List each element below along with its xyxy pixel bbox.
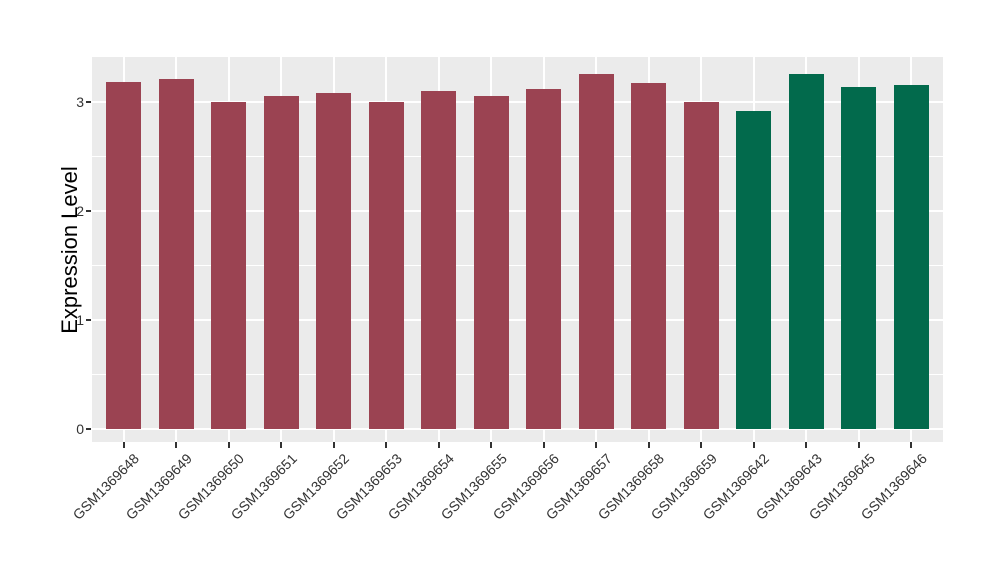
bar	[841, 87, 877, 429]
x-tick-mark	[437, 442, 440, 448]
bar	[578, 74, 614, 429]
bar	[788, 74, 824, 429]
h-gridline-major	[92, 101, 943, 104]
y-tick-label: 3	[76, 94, 84, 111]
bar	[211, 102, 247, 429]
h-gridline-minor	[92, 156, 943, 158]
bar	[263, 95, 299, 429]
bar	[631, 82, 667, 429]
x-tick-mark	[542, 442, 545, 448]
x-tick-mark	[385, 442, 388, 448]
bar	[106, 81, 141, 429]
x-tick-mark	[490, 442, 493, 448]
y-tick-mark	[86, 318, 91, 321]
y-tick-label: 2	[76, 203, 84, 220]
h-gridline-major	[92, 318, 943, 321]
y-tick-mark	[86, 427, 91, 430]
x-tick-mark	[700, 442, 703, 448]
h-gridline-major	[92, 427, 943, 430]
y-tick-mark	[86, 101, 91, 104]
bar	[893, 84, 929, 429]
bar	[421, 91, 457, 429]
x-tick-mark	[332, 442, 335, 448]
bar	[736, 111, 772, 429]
x-tick-mark	[227, 442, 230, 448]
x-tick-mark	[857, 442, 860, 448]
bar	[158, 79, 194, 429]
plot-panel	[92, 57, 943, 442]
x-tick-mark	[595, 442, 598, 448]
x-tick-mark	[280, 442, 283, 448]
h-gridline-minor	[92, 373, 943, 375]
bar	[683, 102, 719, 429]
bar	[473, 95, 509, 429]
y-tick-label: 1	[76, 311, 84, 328]
bar	[316, 92, 352, 429]
bar	[526, 89, 562, 429]
bar	[368, 102, 404, 429]
x-tick-mark	[910, 442, 913, 448]
h-gridline-minor	[92, 265, 943, 266]
x-tick-mark	[647, 442, 650, 448]
y-axis-title: Expression Level	[57, 166, 82, 334]
y-tick-label: 0	[76, 420, 84, 437]
y-tick-mark	[86, 210, 91, 213]
x-tick-mark	[805, 442, 808, 448]
x-tick-mark	[752, 442, 755, 448]
x-tick-mark	[122, 442, 125, 448]
h-gridline-major	[92, 210, 943, 213]
x-tick-mark	[175, 442, 178, 448]
